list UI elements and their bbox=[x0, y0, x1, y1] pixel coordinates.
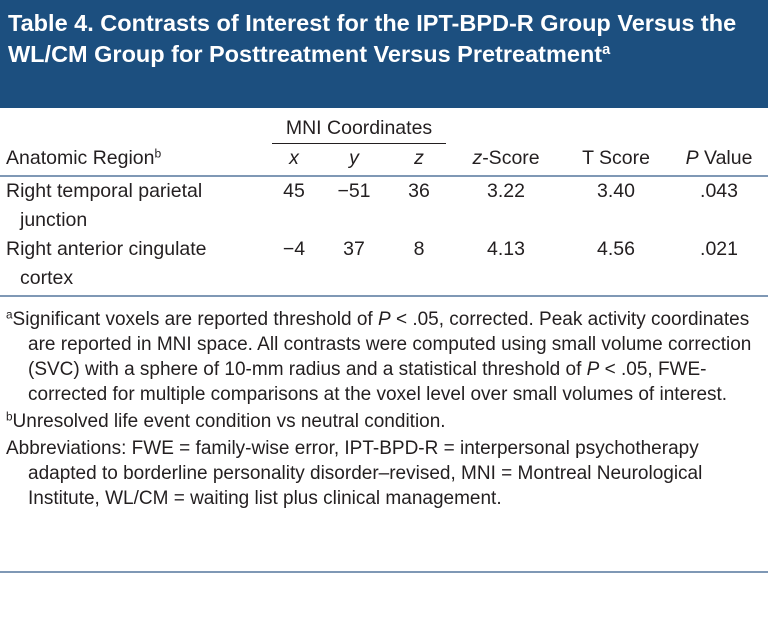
column-header-text: z bbox=[414, 147, 424, 169]
cell: Right anterior cingulate cortex bbox=[0, 235, 268, 297]
cell: −51 bbox=[337, 180, 371, 202]
title-note: a bbox=[602, 42, 611, 58]
footnote-text: < .05, corrected. Peak activity coordina… bbox=[28, 309, 752, 380]
column-header: y bbox=[320, 144, 388, 177]
column-header-text: x bbox=[289, 147, 299, 169]
footnote: aSignificant voxels are reported thresho… bbox=[6, 307, 758, 407]
footnote: bUnresolved life event condition vs neut… bbox=[6, 409, 758, 434]
footnote-text: P bbox=[586, 359, 600, 380]
table-row: Right anterior cingulate cortex −4 37 8 4.13… bbox=[0, 235, 768, 297]
footnote-marker: a bbox=[6, 308, 13, 322]
cell: −4 bbox=[268, 235, 320, 297]
column-header: Anatomic Regionb bbox=[0, 144, 268, 177]
cell: 45 bbox=[283, 180, 305, 202]
footnote-text: Unresolved life event condition vs neutr… bbox=[12, 411, 446, 432]
column-header-text: y bbox=[349, 147, 359, 169]
cell: .021 bbox=[670, 235, 768, 297]
title: Table 4. Contrasts of Interest for the I… bbox=[8, 10, 737, 67]
column-header-text: -Score bbox=[482, 147, 540, 169]
cell: Right temporal parietal junction bbox=[0, 176, 268, 235]
column-header: P Value bbox=[670, 144, 768, 177]
column-header-text: T Score bbox=[582, 147, 650, 169]
table-body: Right temporal parietal junction 45 −51 36 3… bbox=[0, 176, 768, 297]
cell: 4.13 bbox=[450, 235, 563, 297]
footnote: Abbreviations: FWE = family-wise error, … bbox=[6, 436, 758, 511]
cell: 3.40 bbox=[597, 180, 635, 202]
data-table: MNI Coordinates Anatomic Regionb x y z z… bbox=[0, 114, 768, 297]
footnotes: aSignificant voxels are reported thresho… bbox=[0, 297, 768, 573]
column-note: b bbox=[154, 146, 162, 161]
column-header: z bbox=[388, 144, 451, 177]
table-header: Table 4. Contrasts of Interest for the I… bbox=[0, 0, 768, 108]
region: Right temporal parietal junction bbox=[6, 180, 203, 231]
column-header: x bbox=[268, 144, 320, 177]
footnote-text: < .05, FWE-corrected for multiple compar… bbox=[28, 359, 728, 405]
column-header-text: z bbox=[472, 147, 483, 169]
cell: 8 bbox=[388, 235, 451, 297]
table-row: Right temporal parietal junction 45 −51 36 3… bbox=[0, 176, 768, 235]
group-header: MNI Coordinates bbox=[271, 114, 447, 144]
column-header: z-Score bbox=[450, 144, 563, 177]
cell: .043 bbox=[700, 180, 738, 202]
column-header-text: Anatomic Region bbox=[6, 147, 155, 169]
column-header: T Score bbox=[562, 144, 671, 177]
cell: 36 bbox=[408, 180, 430, 202]
cell: 4.56 bbox=[562, 235, 671, 297]
cell: 3.22 bbox=[487, 180, 525, 202]
column-header-text: Value bbox=[698, 147, 753, 169]
footnote-text: Significant voxels are reported threshol… bbox=[12, 309, 378, 330]
group-header-cell: MNI Coordinates bbox=[268, 114, 450, 144]
footnote-text: P bbox=[377, 309, 391, 330]
footnote-text: Abbreviations: FWE = family-wise error, … bbox=[6, 438, 703, 509]
region: Right anterior cingulate cortex bbox=[6, 238, 207, 289]
footnote-marker: b bbox=[6, 410, 13, 424]
cell: 37 bbox=[320, 235, 388, 297]
column-header-text: P bbox=[685, 147, 699, 169]
